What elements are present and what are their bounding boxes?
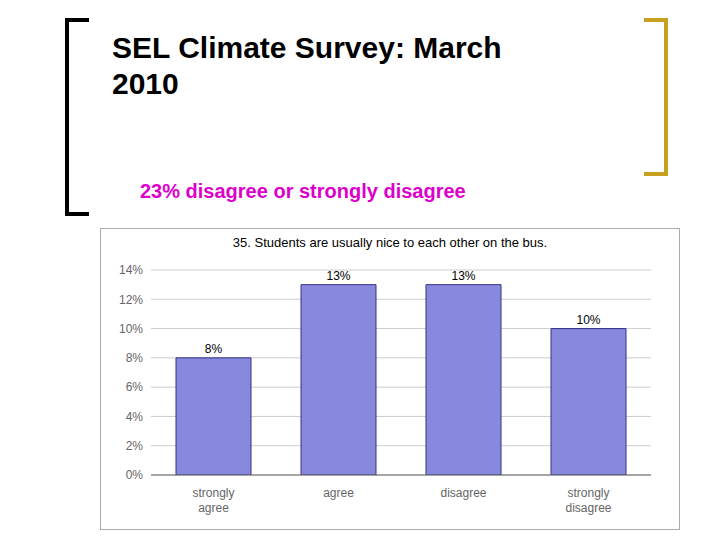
svg-text:10%: 10% [576, 313, 600, 327]
html-text:SEL Climate Survey: March: SEL Climate Survey: March [112, 31, 502, 64]
svg-text:stronglyagree: stronglyagree [192, 486, 234, 515]
svg-text:14%: 14% [119, 263, 143, 277]
html-text:2010: 2010 [112, 67, 179, 100]
html-text:35. Students are usually nice: 35. Students are usually nice to each ot… [232, 235, 548, 250]
svg-text:12%: 12% [119, 293, 143, 307]
svg-text:stronglydisagree: stronglydisagree [565, 486, 611, 515]
svg-text:agree: agree [323, 486, 354, 500]
svg-text:0%: 0% [126, 468, 144, 482]
html-text:23% disagree or strongly disag: 23% disagree or strongly disagree [140, 180, 466, 202]
svg-text:6%: 6% [126, 380, 144, 394]
svg-text:8%: 8% [126, 351, 144, 365]
svg-text:8%: 8% [205, 342, 223, 356]
svg-text:13%: 13% [326, 269, 350, 283]
svg-text:13%: 13% [451, 269, 475, 283]
svg-text:10%: 10% [119, 322, 143, 336]
svg-text:2%: 2% [126, 439, 144, 453]
svg-text:4%: 4% [126, 410, 144, 424]
svg-text:disagree: disagree [440, 486, 486, 500]
